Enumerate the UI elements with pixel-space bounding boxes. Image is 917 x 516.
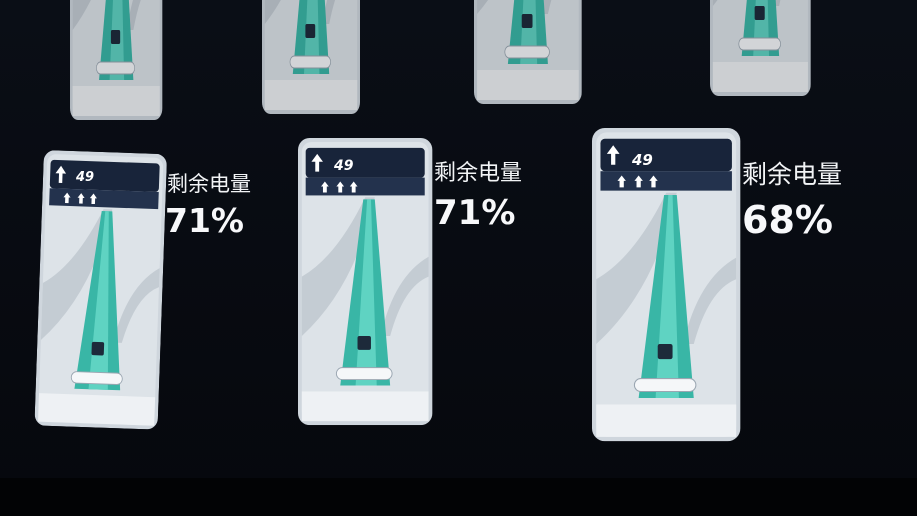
nav-distance: 49 — [333, 158, 354, 174]
battery-value: 71% — [434, 193, 515, 233]
battery-value: 71% — [165, 201, 244, 240]
bottom-band — [0, 478, 917, 516]
nav-distance: 49 — [75, 170, 94, 185]
phone — [298, 138, 432, 425]
phone — [34, 150, 167, 430]
battery-label: 剩余电量 — [167, 172, 251, 196]
nav-distance: 49 — [631, 151, 653, 169]
phone — [592, 128, 740, 441]
battery-label: 剩余电量 — [434, 161, 522, 186]
battery-value: 68% — [742, 198, 833, 242]
battery-label: 剩余电量 — [742, 160, 842, 189]
